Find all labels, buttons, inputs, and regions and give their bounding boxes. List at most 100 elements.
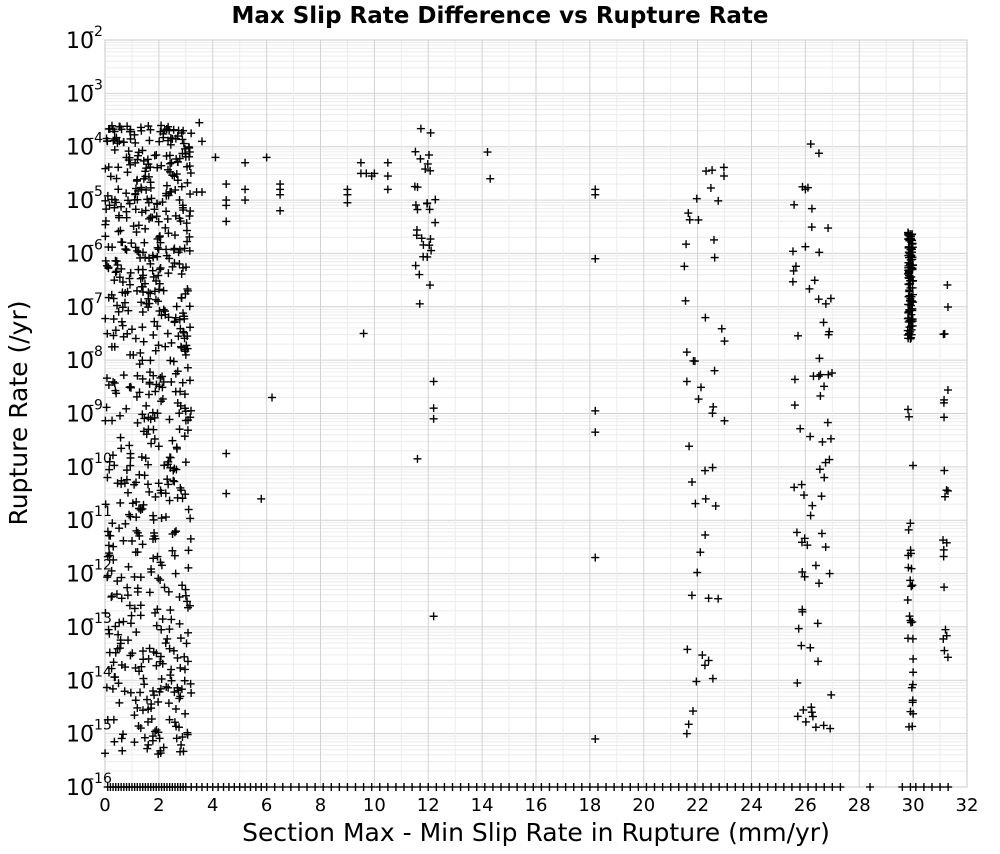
data-point <box>111 648 120 657</box>
data-point <box>180 334 189 343</box>
data-point <box>807 204 816 213</box>
data-point <box>187 129 196 138</box>
chart-title: Max Slip Rate Difference vs Rupture Rate <box>231 3 768 29</box>
data-point <box>708 674 717 683</box>
data-point <box>122 404 131 413</box>
data-point <box>158 198 167 207</box>
data-point <box>112 198 121 207</box>
data-point <box>553 783 562 791</box>
data-point <box>425 205 434 214</box>
data-point <box>711 501 720 510</box>
data-point <box>211 153 220 162</box>
data-point <box>147 715 156 724</box>
data-point <box>159 286 168 295</box>
data-point <box>128 536 137 545</box>
data-point <box>172 527 181 536</box>
data-point <box>146 163 155 172</box>
data-point <box>806 511 815 520</box>
data-point <box>115 618 124 627</box>
data-point <box>184 563 193 572</box>
y-tick-exponent: -11 <box>89 504 112 520</box>
data-point <box>115 698 124 707</box>
data-point <box>171 313 180 322</box>
data-point <box>809 372 818 381</box>
data-point <box>140 733 149 742</box>
data-point <box>812 783 821 791</box>
data-point <box>178 203 187 212</box>
y-tick-exponent: -5 <box>89 184 103 200</box>
data-point <box>826 434 835 443</box>
data-point <box>125 127 134 136</box>
data-point <box>739 783 748 791</box>
y-tick-base: 10 <box>66 403 94 428</box>
data-point <box>131 243 140 252</box>
y-tick-base: 10 <box>66 136 94 161</box>
data-point <box>706 183 715 192</box>
data-point <box>177 294 186 303</box>
data-point <box>161 639 170 648</box>
data-point <box>144 198 153 207</box>
data-point <box>107 664 116 673</box>
data-point <box>927 783 936 791</box>
data-point <box>411 147 420 156</box>
data-point <box>177 182 186 191</box>
data-point <box>185 246 194 255</box>
x-tick-label: 30 <box>902 795 925 816</box>
y-tick-label: 10-4 <box>66 131 103 161</box>
data-point <box>126 383 135 392</box>
data-point <box>104 163 113 172</box>
data-point <box>179 139 188 148</box>
data-point <box>793 712 802 721</box>
data-point <box>124 306 133 315</box>
data-point <box>169 466 178 475</box>
data-point <box>159 743 168 752</box>
data-point <box>151 295 160 304</box>
data-point <box>150 317 159 326</box>
y-tick-base: 10 <box>66 776 94 801</box>
data-point <box>696 383 705 392</box>
data-point <box>708 409 717 418</box>
data-point <box>818 437 827 446</box>
data-point <box>138 374 147 383</box>
data-point <box>456 783 465 791</box>
data-point <box>795 783 804 791</box>
data-point <box>383 783 392 791</box>
y-tick-base: 10 <box>66 296 94 321</box>
data-point <box>107 592 116 601</box>
data-point <box>143 480 152 489</box>
data-point <box>939 634 948 643</box>
data-point <box>687 591 696 600</box>
data-point <box>105 457 114 466</box>
data-point <box>137 662 146 671</box>
x-tick-label: 12 <box>417 795 440 816</box>
data-point <box>168 134 177 143</box>
data-point <box>133 584 142 593</box>
data-point <box>156 373 165 382</box>
data-point <box>791 262 800 271</box>
data-point <box>683 645 692 654</box>
data-point <box>119 371 128 380</box>
y-tick-base: 10 <box>66 29 94 54</box>
data-point <box>137 453 146 462</box>
data-point <box>939 536 948 545</box>
data-point <box>172 154 181 163</box>
data-point <box>521 783 530 791</box>
data-point <box>166 159 175 168</box>
data-point <box>105 201 114 210</box>
data-point <box>153 552 162 561</box>
data-point <box>152 212 161 221</box>
data-point <box>908 618 917 627</box>
data-point <box>108 243 117 252</box>
data-point <box>187 406 196 415</box>
data-point <box>577 783 586 791</box>
data-point <box>101 608 110 617</box>
data-point <box>126 350 135 359</box>
data-point <box>104 381 113 390</box>
data-point <box>222 449 231 458</box>
data-point <box>142 185 151 194</box>
data-point <box>184 142 193 151</box>
data-point <box>111 268 120 277</box>
data-point <box>696 548 705 557</box>
y-tick-exponent: -13 <box>89 611 112 627</box>
